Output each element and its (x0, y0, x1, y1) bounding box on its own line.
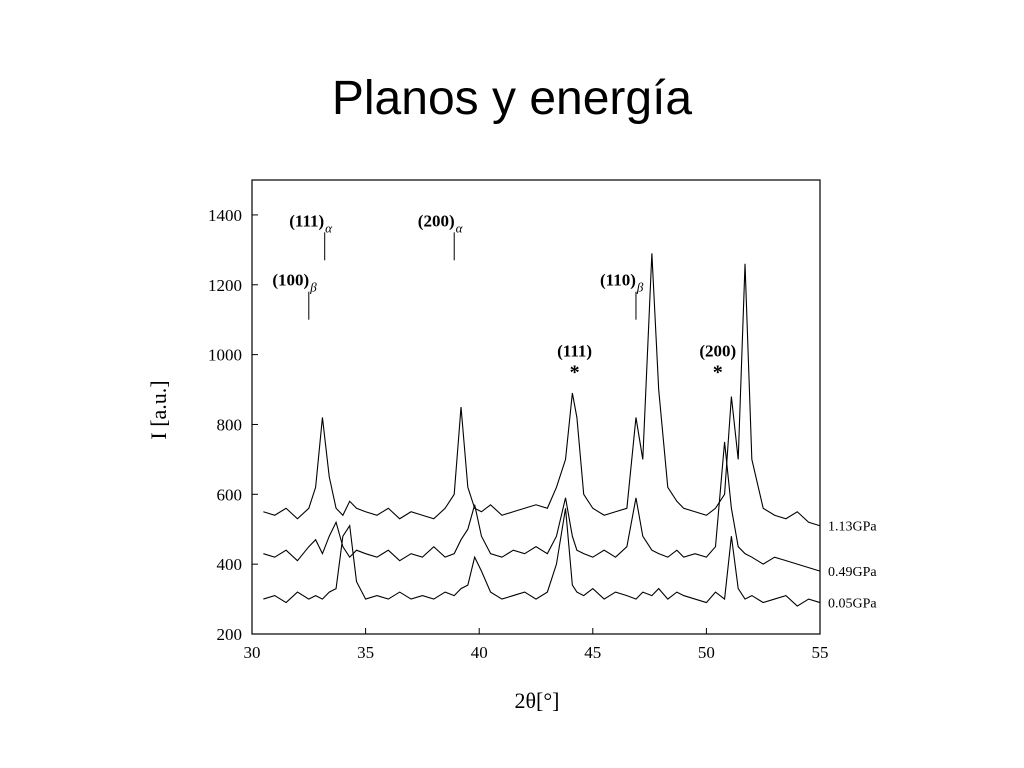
y-tick-label: 800 (217, 415, 243, 434)
annotation-label: (200) (418, 211, 455, 230)
y-tick-label: 200 (217, 625, 243, 644)
annotation-label: (111) (289, 211, 324, 230)
x-axis-label: 2θ[°] (515, 688, 560, 713)
series-line (263, 253, 821, 527)
annotation-label: (110) (600, 271, 636, 290)
y-tick-label: 1000 (208, 346, 242, 365)
annotation-sub: β (309, 280, 317, 295)
annotation-label: (200) (699, 342, 736, 361)
y-tick-label: 400 (217, 555, 243, 574)
y-tick-label: 600 (217, 485, 243, 504)
series-label: 0.05GPa (828, 597, 877, 612)
series-label: 0.49GPa (828, 565, 877, 580)
annotation-symbol: * (713, 362, 723, 384)
plot-frame (251, 179, 821, 635)
annotation-sub: α (456, 220, 464, 235)
series-line (263, 508, 821, 607)
annotation-sub: β (636, 280, 644, 295)
x-tick-label: 35 (357, 643, 374, 662)
series-line (263, 441, 821, 572)
annotation-label: (100) (272, 271, 309, 290)
x-tick-label: 40 (471, 643, 488, 662)
x-tick-label: 45 (584, 643, 601, 662)
y-tick-label: 1200 (208, 276, 242, 295)
y-axis-label: I [a.u.] (146, 380, 171, 439)
series-label: 1.13GPa (828, 520, 877, 535)
x-tick-label: 50 (698, 643, 715, 662)
annotation-label: (111) (557, 342, 592, 361)
x-tick-label: 55 (812, 643, 829, 662)
slide-title: Planos y energía (332, 72, 693, 125)
y-tick-label: 1400 (208, 206, 242, 225)
annotation-symbol: * (570, 362, 580, 384)
x-tick-label: 30 (244, 643, 261, 662)
annotation-sub: α (325, 220, 333, 235)
